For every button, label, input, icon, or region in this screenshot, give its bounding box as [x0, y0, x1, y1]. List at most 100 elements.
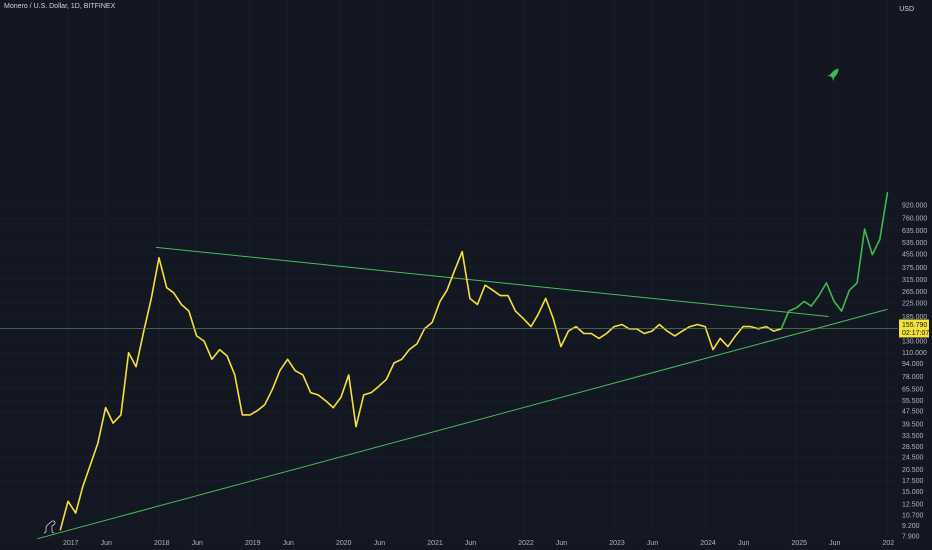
data-point: [75, 512, 77, 514]
data-point: [476, 303, 478, 305]
data-point: [765, 326, 767, 328]
price-tag-countdown: 02:17:07: [902, 330, 929, 337]
x-tick-label: 202: [882, 540, 894, 547]
data-point: [507, 295, 509, 297]
data-point: [150, 297, 152, 299]
data-point: [332, 407, 334, 409]
y-tick-label: 39.500: [902, 421, 924, 428]
x-tick-label: Jun: [101, 540, 112, 547]
data-point: [583, 332, 585, 334]
data-point: [287, 358, 289, 360]
trendline-2[interactable]: [37, 308, 888, 540]
data-point: [271, 388, 273, 390]
data-point: [795, 307, 797, 309]
data-point: [135, 366, 137, 368]
data-point: [67, 500, 69, 502]
y-tick-label: 535.000: [902, 240, 927, 247]
y-tick-label: 185.000: [902, 314, 927, 321]
x-tick-label: Jun: [283, 540, 294, 547]
data-point: [643, 332, 645, 334]
price-tag: 155.790 02:17:07: [899, 319, 929, 338]
y-tick-label: 920.000: [902, 202, 927, 209]
data-point: [856, 282, 858, 284]
data-point: [719, 337, 721, 339]
data-point: [166, 287, 168, 289]
data-point: [515, 310, 517, 312]
x-axis[interactable]: 2017 Jun 2018 Jun 2019 Jun 2020 Jun 2021 Jun 2022 J…: [63, 540, 894, 547]
price-series-line-1[interactable]: [59, 250, 782, 531]
y-tick-label: 10.700: [902, 512, 924, 519]
data-point: [879, 238, 881, 240]
y-tick-label: 760.000: [902, 216, 927, 223]
data-point: [203, 340, 205, 342]
x-tick-label: 2019: [245, 540, 261, 547]
data-point: [537, 314, 539, 316]
y-tick-label: 375.000: [902, 265, 927, 272]
y-tick-label: 225.000: [902, 300, 927, 307]
data-point: [567, 330, 569, 332]
data-point: [393, 362, 395, 364]
x-tick-label: 2025: [791, 540, 807, 547]
y-tick-label: 33.500: [902, 433, 924, 440]
data-point: [469, 297, 471, 299]
data-point: [658, 323, 660, 325]
data-point: [461, 251, 463, 253]
data-point: [416, 343, 418, 345]
data-point: [788, 310, 790, 312]
x-tick-label: Jun: [829, 540, 840, 547]
data-point: [454, 269, 456, 271]
data-point: [492, 289, 494, 291]
x-tick-label: Jun: [465, 540, 476, 547]
y-tick-label: 20.500: [902, 467, 924, 474]
data-point: [848, 289, 850, 291]
chart-title: Monero / U.S. Dollar, 1D, BITFINEX: [4, 3, 116, 10]
data-point: [89, 464, 91, 466]
data-point: [59, 529, 61, 531]
currency-label: USD: [899, 6, 914, 13]
data-point: [105, 407, 107, 409]
data-point: [180, 303, 182, 305]
data-point: [674, 335, 676, 337]
data-point: [234, 374, 236, 376]
x-tick-label: 2020: [336, 540, 352, 547]
data-point: [712, 349, 714, 351]
data-point: [598, 337, 600, 339]
data-point: [750, 326, 752, 328]
data-point: [773, 330, 775, 332]
y-tick-label: 78.000: [902, 374, 924, 381]
data-point: [681, 330, 683, 332]
data-point: [173, 292, 175, 294]
data-point: [249, 414, 251, 416]
x-tick-label: 2021: [427, 540, 443, 547]
trendline-1[interactable]: [155, 246, 829, 318]
data-point: [886, 191, 888, 193]
data-point: [317, 394, 319, 396]
data-point: [241, 414, 243, 416]
data-point: [560, 346, 562, 348]
data-point: [112, 422, 114, 424]
data-point: [810, 305, 812, 307]
data-point: [651, 330, 653, 332]
data-point: [621, 323, 623, 325]
y-tick-label: 315.000: [902, 277, 927, 284]
data-point: [363, 394, 365, 396]
data-point: [841, 310, 843, 312]
data-point: [484, 284, 486, 286]
data-point: [871, 254, 873, 256]
data-point: [355, 426, 357, 428]
data-point: [545, 297, 547, 299]
data-point: [499, 295, 501, 297]
x-tick-label: Jun: [556, 540, 567, 547]
data-point: [264, 404, 266, 406]
dino-icon: [43, 520, 56, 534]
y-axis[interactable]: 920.000 760.000 635.000 535.000 455.000 375.0…: [902, 202, 927, 540]
data-point: [294, 370, 296, 372]
data-point: [158, 257, 160, 259]
y-tick-label: 455.000: [902, 251, 927, 258]
x-tick-label: Jun: [647, 540, 658, 547]
data-point: [401, 358, 403, 360]
data-point: [340, 396, 342, 398]
x-tick-label: 2018: [154, 540, 170, 547]
y-tick-label: 265.000: [902, 289, 927, 296]
